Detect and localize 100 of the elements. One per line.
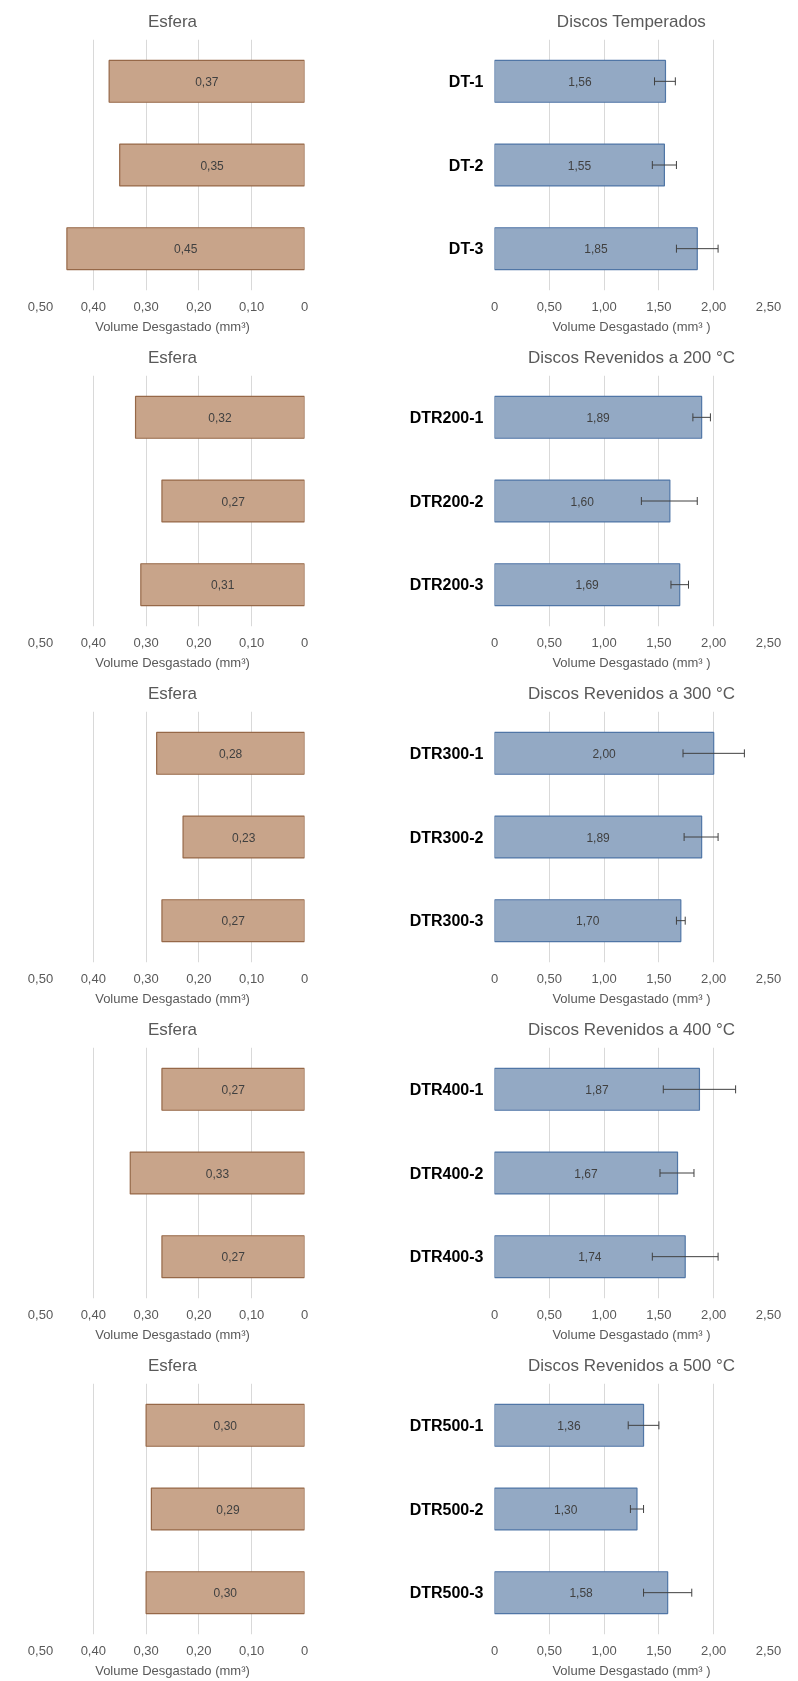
y-tick-label: DTR300-1 bbox=[409, 744, 484, 762]
chart-title: Discos Revenidos a 300 °C bbox=[527, 683, 736, 703]
x-tick-label: 0 bbox=[490, 970, 499, 986]
y-tick-label: DTR500-2 bbox=[409, 1500, 484, 1518]
x-tick-label: 0,50 bbox=[27, 1642, 54, 1658]
chart-title: Esfera bbox=[147, 683, 198, 703]
x-tick-label: 1,50 bbox=[646, 298, 672, 314]
x-tick-label: 0,30 bbox=[133, 970, 159, 986]
x-tick-label: 1,00 bbox=[591, 1642, 617, 1658]
x-tick-label: 0,40 bbox=[80, 298, 106, 314]
x-tick-label: 0,10 bbox=[239, 970, 265, 986]
y-tick-label: DT-3 bbox=[448, 240, 484, 258]
x-axis-title: Volume Desgastado (mm³ ) bbox=[552, 990, 711, 1006]
chart-title: Discos Revenidos a 200 °C bbox=[527, 347, 736, 367]
y-tick-label: DTR200-3 bbox=[409, 576, 484, 594]
data-label: 0,35 bbox=[200, 158, 225, 173]
chart-title: Esfera bbox=[147, 1019, 198, 1039]
x-tick-label: 0,50 bbox=[536, 1642, 562, 1658]
data-label: 1,30 bbox=[554, 1502, 578, 1517]
x-tick-label: 0,30 bbox=[133, 1642, 159, 1658]
data-label: 1,74 bbox=[578, 1250, 602, 1265]
x-axis-title: Volume Desgastado (mm³) bbox=[95, 1662, 250, 1678]
x-tick-label: 2,50 bbox=[755, 298, 782, 314]
data-label: 1,69 bbox=[575, 578, 600, 593]
y-tick-label: DT-1 bbox=[448, 72, 484, 90]
data-label: 0,28 bbox=[218, 746, 243, 761]
data-label: 0,27 bbox=[221, 494, 246, 509]
x-tick-label: 0,30 bbox=[133, 634, 159, 650]
y-tick-label: DTR500-1 bbox=[409, 1416, 484, 1434]
x-tick-label: 2,50 bbox=[755, 634, 782, 650]
x-tick-label: 1,00 bbox=[591, 298, 617, 314]
x-tick-label: 1,00 bbox=[591, 634, 617, 650]
x-tick-label: 0,50 bbox=[27, 1306, 54, 1322]
y-tick-label: DTR300-3 bbox=[409, 912, 484, 930]
x-tick-label: 0,50 bbox=[536, 1306, 562, 1322]
data-label: 1,67 bbox=[574, 1166, 599, 1181]
x-tick-label: 2,50 bbox=[755, 970, 782, 986]
x-tick-label: 0,10 bbox=[239, 634, 265, 650]
x-tick-label: 1,50 bbox=[646, 634, 672, 650]
chart-title: Discos Temperados bbox=[556, 11, 706, 31]
data-label: 1,56 bbox=[568, 74, 592, 89]
x-tick-label: 2,00 bbox=[701, 634, 727, 650]
x-axis-title: Volume Desgastado (mm³) bbox=[95, 318, 250, 334]
x-tick-label: 2,00 bbox=[701, 1642, 727, 1658]
data-label: 1,36 bbox=[557, 1418, 582, 1433]
data-label: 1,60 bbox=[570, 494, 595, 509]
x-tick-label: 0 bbox=[490, 634, 499, 650]
data-label: 2,00 bbox=[592, 746, 617, 761]
x-axis-title: Volume Desgastado (mm³ ) bbox=[552, 654, 711, 670]
x-tick-label: 0,40 bbox=[80, 1306, 106, 1322]
chart-title: Esfera bbox=[147, 11, 198, 31]
x-axis-title: Volume Desgastado (mm³ ) bbox=[552, 1662, 711, 1678]
x-axis-title: Volume Desgastado (mm³ ) bbox=[552, 318, 711, 334]
x-tick-label: 1,50 bbox=[646, 1306, 672, 1322]
x-tick-label: 0 bbox=[300, 1306, 309, 1322]
data-label: 1,58 bbox=[569, 1586, 594, 1601]
data-label: 0,45 bbox=[174, 242, 198, 257]
x-tick-label: 0,20 bbox=[186, 1642, 212, 1658]
data-label: 0,29 bbox=[216, 1502, 240, 1517]
chart-title: Esfera bbox=[147, 1355, 198, 1375]
x-tick-label: 2,50 bbox=[755, 1306, 782, 1322]
x-tick-label: 0 bbox=[490, 1306, 499, 1322]
x-tick-label: 0,50 bbox=[27, 634, 54, 650]
data-label: 0,32 bbox=[208, 410, 233, 425]
y-tick-label: DTR500-3 bbox=[409, 1584, 484, 1602]
x-tick-label: 1,50 bbox=[646, 1642, 672, 1658]
x-axis-title: Volume Desgastado (mm³) bbox=[95, 654, 250, 670]
data-label: 1,89 bbox=[586, 410, 611, 425]
x-tick-label: 0,20 bbox=[186, 1306, 212, 1322]
x-tick-label: 2,50 bbox=[755, 1642, 782, 1658]
x-axis-title: Volume Desgastado (mm³ ) bbox=[552, 1326, 711, 1342]
x-tick-label: 0,30 bbox=[133, 298, 159, 314]
data-label: 0,27 bbox=[221, 914, 246, 929]
x-tick-label: 0 bbox=[490, 298, 499, 314]
chart-title: Discos Revenidos a 400 °C bbox=[527, 1019, 736, 1039]
x-tick-label: 0,20 bbox=[186, 634, 212, 650]
x-tick-label: 0,50 bbox=[27, 298, 54, 314]
data-label: 0,31 bbox=[210, 578, 235, 593]
x-tick-label: 1,00 bbox=[591, 970, 617, 986]
y-tick-label: DTR200-1 bbox=[409, 408, 484, 426]
x-axis-title: Volume Desgastado (mm³) bbox=[95, 1326, 250, 1342]
x-tick-label: 0 bbox=[300, 1642, 309, 1658]
x-tick-label: 0,50 bbox=[536, 298, 562, 314]
x-tick-label: 0,20 bbox=[186, 298, 212, 314]
data-label: 1,89 bbox=[586, 830, 611, 845]
x-tick-label: 0,30 bbox=[133, 1306, 159, 1322]
x-tick-label: 0,10 bbox=[239, 1642, 265, 1658]
x-tick-label: 0,50 bbox=[536, 634, 562, 650]
x-axis-title: Volume Desgastado (mm³) bbox=[95, 990, 250, 1006]
data-label: 0,30 bbox=[213, 1418, 238, 1433]
x-tick-label: 1,00 bbox=[591, 1306, 617, 1322]
y-tick-label: DTR200-2 bbox=[409, 492, 484, 510]
y-tick-label: DT-2 bbox=[448, 156, 484, 174]
y-tick-label: DTR400-1 bbox=[409, 1080, 484, 1098]
data-label: 1,87 bbox=[585, 1082, 609, 1097]
x-tick-label: 0,10 bbox=[239, 1306, 265, 1322]
chart-title: Esfera bbox=[147, 347, 198, 367]
y-tick-label: DTR300-2 bbox=[409, 828, 484, 846]
chart-title: Discos Revenidos a 500 °C bbox=[527, 1355, 736, 1375]
data-label: 1,70 bbox=[575, 914, 600, 929]
